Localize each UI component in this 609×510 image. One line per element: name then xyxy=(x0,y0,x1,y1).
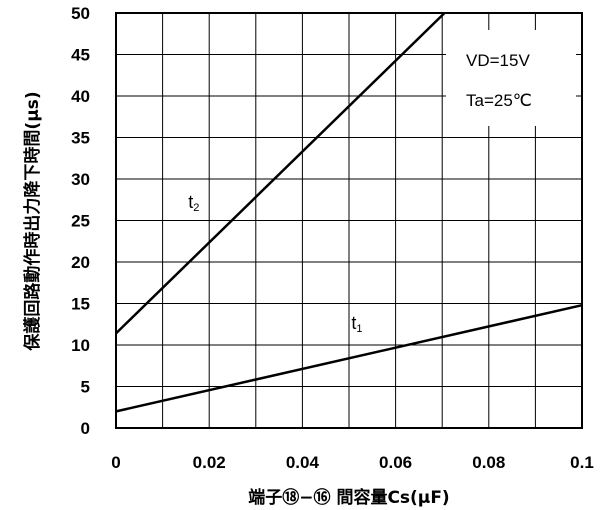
x-tick-label: 0.06 xyxy=(379,453,412,472)
y-tick-label: 35 xyxy=(71,129,90,148)
y-tick-labels: 0 5 10 15 20 25 30 35 40 45 50 xyxy=(71,4,90,438)
x-tick-label: 0.02 xyxy=(193,453,226,472)
x-tick-label: 0 xyxy=(111,453,120,472)
series-layer xyxy=(115,12,583,413)
y-tick-label: 20 xyxy=(71,253,90,272)
legend-box: VD=15V Ta=25℃ xyxy=(446,30,576,126)
plot-frame xyxy=(115,12,583,429)
y-tick-label: 5 xyxy=(81,378,90,397)
series-label-t1: t1 xyxy=(351,313,362,335)
series-label-t2: t2 xyxy=(188,192,199,214)
x-axis-title: 端子⑱−⑯ 間容量Cs(μF) xyxy=(248,487,449,508)
y-tick-label: 45 xyxy=(71,46,90,65)
legend-background xyxy=(446,30,576,126)
x-tick-label: 0.08 xyxy=(472,453,505,472)
y-tick-label: 30 xyxy=(71,170,90,189)
y-tick-label: 40 xyxy=(71,87,90,106)
series-line-t2 xyxy=(115,12,446,335)
grid xyxy=(116,13,582,428)
series-line-t1 xyxy=(115,303,583,413)
x-tick-labels: 0 0.02 0.04 0.06 0.08 0.1 xyxy=(111,453,594,472)
x-tick-label: 0.1 xyxy=(570,453,594,472)
y-axis-title: 保護回路動作時出力降下時間(μs) xyxy=(22,91,43,351)
y-tick-label: 50 xyxy=(71,4,90,23)
annotation-vd: VD=15V xyxy=(466,51,530,70)
series-labels: t2 t1 xyxy=(188,192,362,335)
y-tick-label: 10 xyxy=(71,336,90,355)
annotation-ta: Ta=25℃ xyxy=(466,91,532,110)
y-tick-label: 15 xyxy=(71,295,90,314)
y-tick-label: 25 xyxy=(71,212,90,231)
x-tick-label: 0.04 xyxy=(286,453,320,472)
y-tick-label: 0 xyxy=(81,419,90,438)
